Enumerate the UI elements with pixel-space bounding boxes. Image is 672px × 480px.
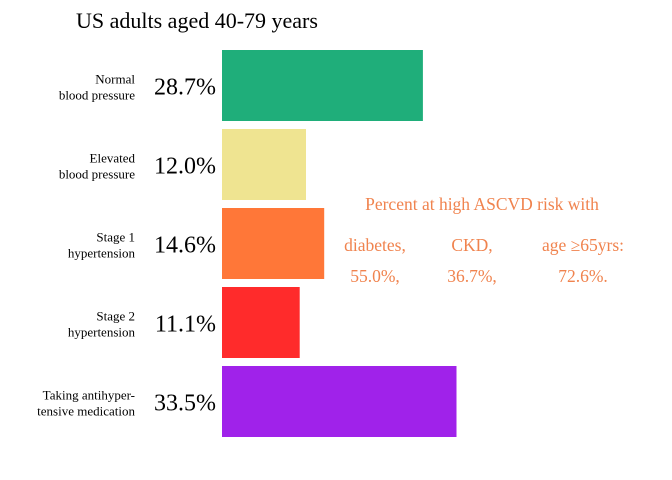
category-label-3-line-2: hypertension [68,246,136,261]
value-label-1: 28.7% [154,75,216,101]
annotation-value-2: 36.7%, [447,266,497,286]
risk-annotation: Percent at high ASCVD risk with diabetes,… [344,194,624,286]
category-label-2-line-2: blood pressure [59,167,135,182]
bar-5 [222,366,457,437]
bar-2 [222,129,306,200]
value-label-3: 14.6% [154,233,216,259]
annotation-label-3: age ≥65yrs: [542,235,624,255]
category-label-5-line-2: tensive medication [37,404,135,419]
annotation-value-1: 55.0%, [350,266,400,286]
category-label-4-line-1: Stage 2 [96,309,135,324]
category-label-3-line-1: Stage 1 [96,230,135,245]
annotation-heading: Percent at high ASCVD risk with [365,194,599,214]
category-label-2-line-1: Elevated [90,151,136,166]
category-label-5-line-1: Taking antihyper- [43,388,135,403]
bars-group [222,50,457,437]
value-label-5: 33.5% [154,391,216,417]
bar-3 [222,208,325,279]
chart-title: US adults aged 40-79 years [76,8,318,33]
annotation-label-1: diabetes, [344,235,406,255]
category-label-1-line-2: blood pressure [59,88,135,103]
annotation-label-2: CKD, [451,235,492,255]
category-label-4-line-2: hypertension [68,325,136,340]
bar-1 [222,50,423,121]
value-label-2: 12.0% [154,154,216,180]
category-label-1-line-1: Normal [95,72,135,87]
value-label-4: 11.1% [155,312,216,338]
bar-4 [222,287,300,358]
annotation-value-3: 72.6%. [558,266,608,286]
